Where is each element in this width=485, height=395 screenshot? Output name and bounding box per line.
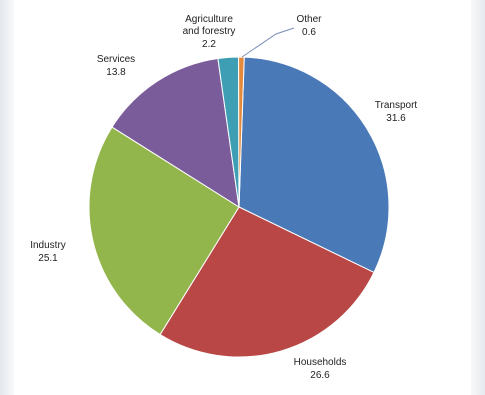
pie-slice-other <box>238 56 245 208</box>
chart-area: Transport 31.6 Households 26.6 Industry … <box>14 0 471 395</box>
label-transport-name: Transport <box>375 100 418 111</box>
label-services-name: Services <box>97 54 135 65</box>
label-agriculture-name-2: and forestry <box>183 26 236 37</box>
leader-line-other <box>241 27 295 58</box>
pie-slices <box>88 56 390 358</box>
pie-chart: Transport 31.6 Households 26.6 Industry … <box>30 14 418 381</box>
pie-slice-services <box>111 57 240 208</box>
pie-slice-industry <box>88 126 240 336</box>
label-transport-value: 31.6 <box>386 113 406 124</box>
label-households-value: 26.6 <box>310 370 330 381</box>
label-households-name: Households <box>294 357 347 368</box>
pie-slice-households <box>159 206 375 358</box>
label-agriculture-name-1: Agriculture <box>185 14 233 25</box>
label-other-name: Other <box>296 14 322 25</box>
pie-slice-transport <box>238 56 390 274</box>
label-agriculture-value: 2.2 <box>202 39 216 50</box>
label-other-value: 0.6 <box>302 27 316 38</box>
label-services-value: 13.8 <box>106 67 126 78</box>
label-industry-name: Industry <box>30 240 66 251</box>
leader-lines <box>241 27 295 58</box>
label-industry-value: 25.1 <box>38 253 58 264</box>
